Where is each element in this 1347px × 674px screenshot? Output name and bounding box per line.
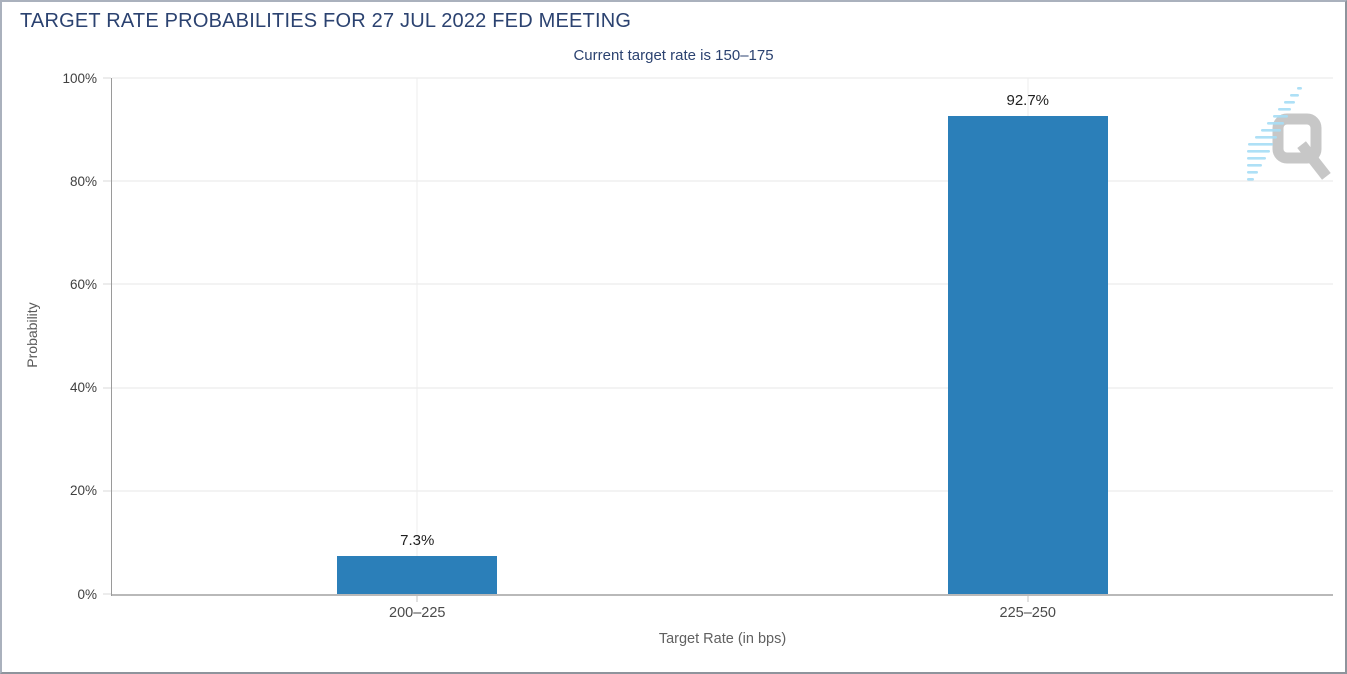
x-axis-baseline: [112, 594, 1333, 596]
logo-speed-streak-icon: [1247, 87, 1302, 181]
y-tick: [103, 180, 111, 182]
bar: [337, 556, 498, 594]
y-tick: [103, 490, 111, 492]
y-tick: [103, 283, 111, 285]
chart-subtitle: Current target rate is 150–175: [573, 47, 774, 64]
y-tick: [103, 387, 111, 389]
h-gridline: [112, 387, 1333, 389]
h-gridline: [112, 490, 1333, 492]
y-tick: [103, 77, 111, 79]
y-tick-label: 20%: [69, 483, 97, 499]
bar: [947, 115, 1108, 594]
y-tick-label: 0%: [77, 586, 97, 602]
h-gridline: [112, 283, 1333, 285]
plot-area: 0% 20% 40% 60% 80% 100% 7.3% 200–225 92.7% 225–25…: [62, 71, 1333, 621]
v-gridline: [416, 78, 418, 594]
x-tick: [1027, 596, 1029, 602]
y-tick-label: 40%: [69, 379, 97, 395]
x-axis-title: Target Rate (in bps): [658, 631, 787, 647]
bar-value-label: 7.3%: [400, 532, 435, 550]
y-axis-line: [111, 78, 112, 596]
x-tick-label: 225–250: [999, 605, 1056, 621]
y-tick: [103, 593, 111, 595]
y-axis-title: Probability: [24, 302, 40, 368]
q-letter-icon: [1272, 113, 1331, 180]
x-tick: [416, 596, 418, 602]
y-tick-label: 100%: [62, 70, 97, 86]
quikstrike-q-logo: [1247, 87, 1331, 181]
y-tick-label: 80%: [69, 173, 97, 189]
x-tick-label: 200–225: [389, 605, 446, 621]
h-gridline: [112, 180, 1333, 182]
bar-value-label: 92.7%: [1006, 91, 1050, 109]
chart-title: TARGET RATE PROBABILITIES FOR 27 JUL 202…: [20, 10, 632, 32]
y-tick-label: 60%: [69, 276, 97, 292]
h-gridline: [112, 77, 1333, 79]
